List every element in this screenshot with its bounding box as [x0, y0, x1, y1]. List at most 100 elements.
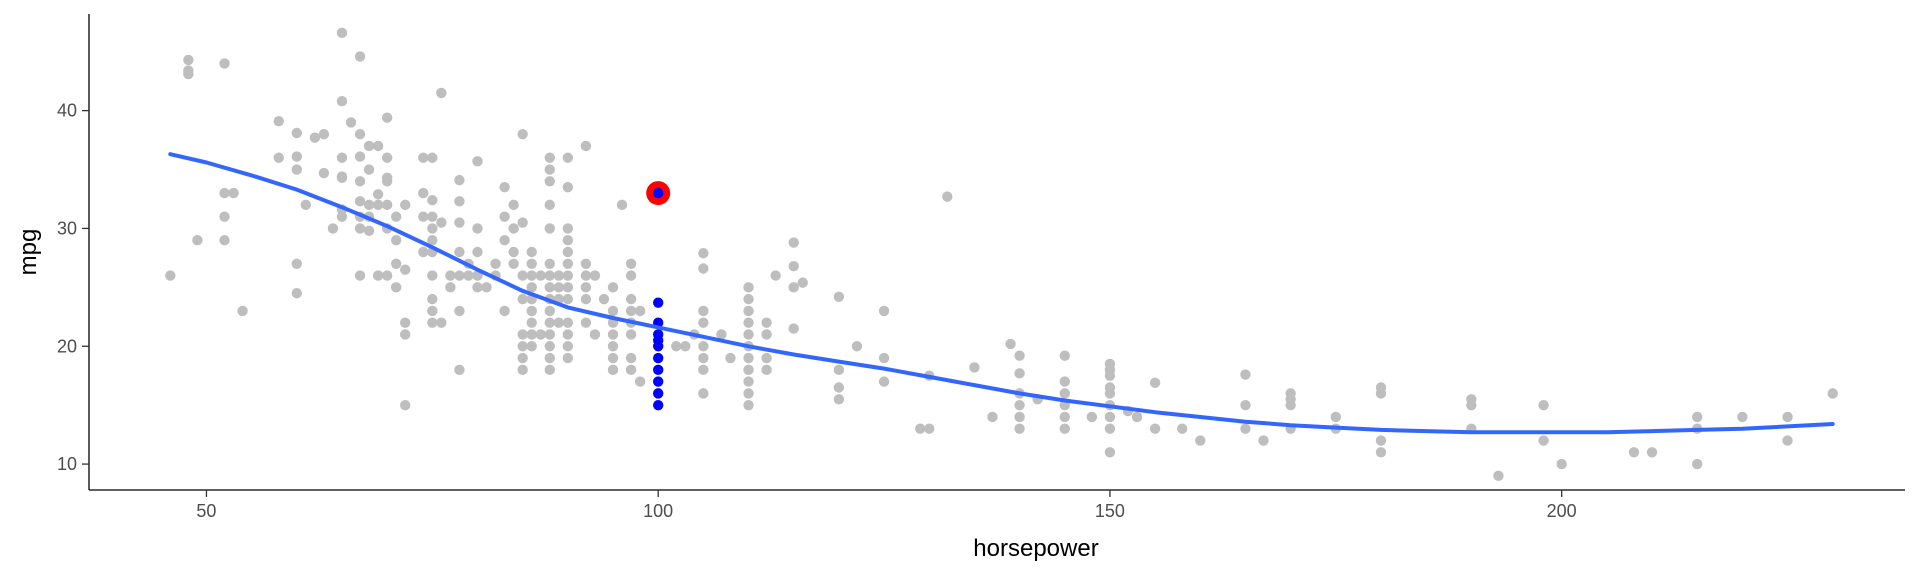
- data-point: [580, 282, 592, 293]
- data-point: [878, 305, 890, 317]
- data-point: [390, 211, 402, 222]
- data-point: [517, 270, 528, 281]
- data-point: [562, 293, 574, 305]
- highlighted-point: [652, 364, 664, 376]
- data-point: [589, 270, 601, 281]
- data-point: [544, 152, 555, 163]
- data-point: [400, 317, 411, 328]
- data-point: [788, 260, 799, 272]
- data-point: [1086, 411, 1098, 423]
- data-point: [363, 140, 375, 152]
- data-point: [463, 270, 474, 281]
- data-point: [237, 305, 248, 317]
- data-point: [508, 246, 519, 258]
- data-point: [607, 341, 619, 352]
- data-point: [336, 211, 348, 222]
- data-point: [607, 282, 619, 293]
- data-point: [336, 152, 348, 163]
- data-point: [472, 156, 483, 167]
- data-point: [562, 223, 574, 234]
- data-point: [454, 174, 465, 186]
- data-point: [517, 217, 528, 228]
- ticks-layer: 50 100 150 200 10 20 30 40: [57, 101, 1577, 521]
- smooth-layer: [168, 152, 1835, 435]
- highlighted-point: [652, 352, 664, 364]
- data-point: [526, 246, 537, 258]
- data-point: [390, 282, 402, 293]
- data-point: [454, 196, 465, 207]
- data-point: [436, 87, 447, 99]
- data-point: [400, 329, 411, 340]
- data-point: [698, 317, 709, 328]
- data-point: [517, 293, 528, 305]
- data-point: [517, 341, 528, 352]
- data-point: [698, 388, 709, 399]
- data-point: [544, 341, 555, 352]
- data-point: [544, 199, 555, 211]
- data-point: [1014, 368, 1025, 379]
- data-point: [291, 164, 303, 175]
- x-axis-title: horsepower: [973, 535, 1098, 562]
- data-point: [915, 423, 926, 434]
- highlighted-point: [652, 297, 664, 308]
- y-tick-label: 10: [57, 454, 77, 474]
- data-point: [526, 270, 537, 281]
- data-point: [544, 352, 555, 364]
- data-point: [1737, 411, 1748, 423]
- data-point: [788, 237, 799, 248]
- data-point: [1005, 338, 1016, 350]
- data-point: [165, 270, 176, 281]
- data-point: [526, 329, 537, 340]
- data-point: [526, 341, 537, 352]
- data-point: [1059, 411, 1070, 423]
- data-point: [381, 270, 393, 281]
- data-point: [1691, 458, 1703, 470]
- data-point: [381, 112, 393, 123]
- data-point: [1240, 423, 1251, 434]
- data-point: [562, 270, 574, 281]
- data-point: [698, 352, 709, 364]
- highlighted-point: [652, 388, 664, 399]
- data-point: [318, 167, 330, 179]
- data-point: [616, 199, 628, 211]
- data-point: [1375, 388, 1387, 399]
- data-point: [354, 51, 366, 62]
- data-point: [1195, 435, 1206, 446]
- data-point: [1556, 458, 1567, 470]
- data-point: [372, 140, 384, 152]
- data-point: [743, 376, 754, 387]
- data-point: [743, 282, 754, 293]
- data-point: [1285, 399, 1296, 411]
- data-point: [300, 199, 312, 211]
- data-point: [291, 151, 303, 162]
- data-point: [400, 264, 411, 275]
- data-point: [544, 176, 555, 187]
- data-point: [580, 270, 592, 281]
- data-point: [969, 362, 980, 373]
- data-point: [761, 364, 772, 376]
- data-point: [544, 223, 555, 234]
- data-point: [336, 95, 348, 107]
- data-point: [580, 293, 592, 305]
- data-point: [1782, 411, 1793, 423]
- data-point: [219, 58, 230, 69]
- data-point: [833, 394, 845, 405]
- data-point: [580, 140, 592, 152]
- data-point: [1104, 388, 1116, 399]
- data-point: [1240, 369, 1251, 380]
- data-point: [291, 127, 303, 139]
- data-point: [219, 187, 230, 199]
- highlighted-point: [652, 399, 664, 411]
- data-point: [625, 329, 637, 340]
- data-point: [418, 211, 429, 222]
- data-point: [381, 199, 393, 211]
- data-point: [1014, 411, 1025, 423]
- data-point: [580, 258, 592, 269]
- data-point: [589, 329, 601, 340]
- data-point: [436, 217, 447, 228]
- data-point: [291, 258, 303, 269]
- data-point: [228, 187, 239, 199]
- data-point: [607, 305, 619, 317]
- data-point: [472, 246, 483, 258]
- data-point: [1258, 435, 1269, 446]
